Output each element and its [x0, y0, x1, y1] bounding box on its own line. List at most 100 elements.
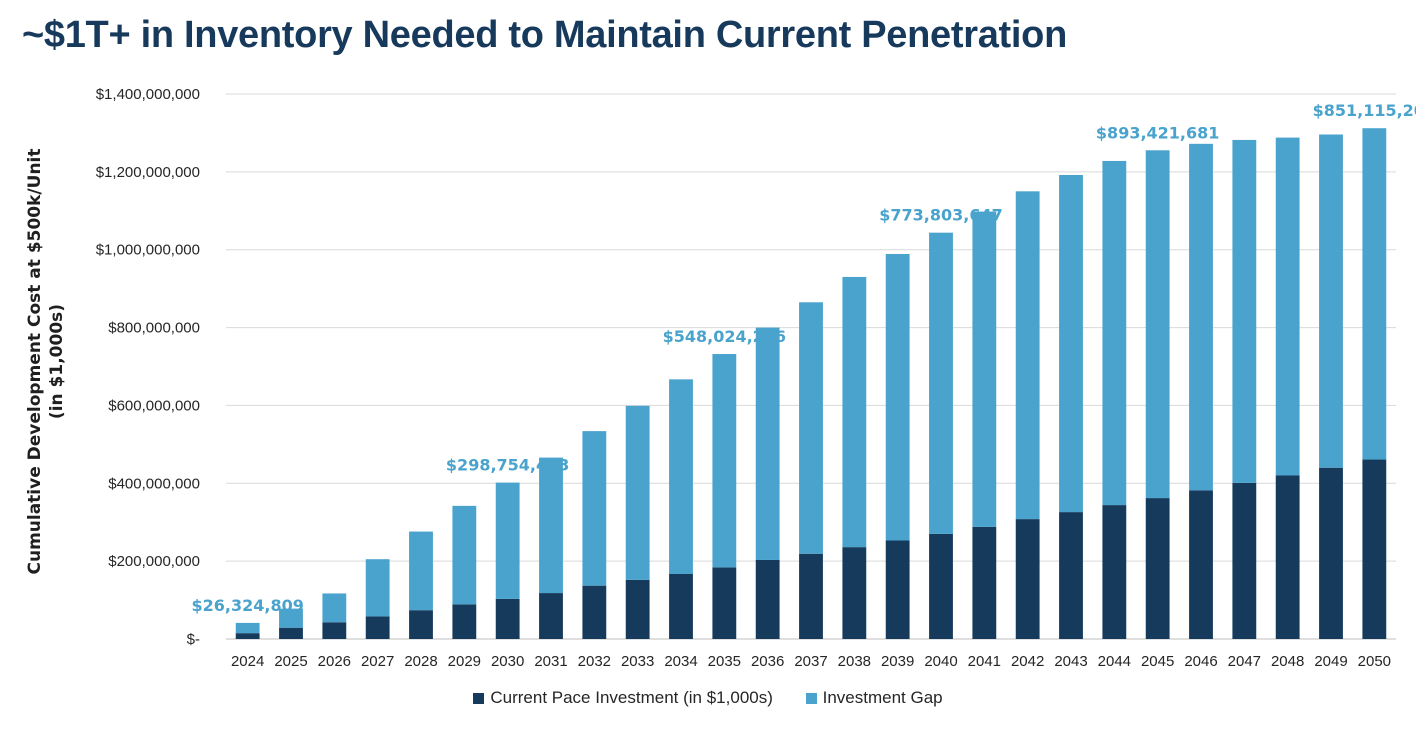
x-tick-label: 2040 — [924, 653, 957, 670]
bar-current-pace — [582, 585, 607, 639]
x-tick-label: 2038 — [838, 653, 871, 670]
data-label: $26,324,809 — [191, 596, 303, 615]
bar-current-pace — [1059, 512, 1083, 639]
y-tick-label: $800,000,000 — [108, 320, 200, 337]
x-tick-label: 2031 — [534, 653, 567, 670]
bar-investment-gap — [279, 608, 303, 628]
legend: Current Pace Investment (in $1,000s) Inv… — [0, 688, 1416, 709]
bar-investment-gap — [235, 622, 260, 634]
data-label: $298,754,483 — [446, 456, 569, 475]
data-label: $773,803,647 — [879, 206, 1002, 225]
bar-investment-gap — [842, 276, 867, 548]
y-tick-label: $1,000,000,000 — [96, 242, 200, 259]
x-tick-label: 2026 — [318, 653, 351, 670]
bar-investment-gap — [799, 302, 823, 554]
legend-item-current-pace: Current Pace Investment (in $1,000s) — [473, 688, 773, 708]
x-tick-label: 2042 — [1011, 653, 1044, 670]
y-tick-label: $600,000,000 — [108, 397, 200, 414]
y-tick-label: $- — [187, 631, 200, 648]
bar-current-pace — [712, 567, 737, 639]
bar-investment-gap — [365, 559, 390, 617]
legend-label-current-pace: Current Pace Investment (in $1,000s) — [490, 688, 773, 707]
x-tick-label: 2048 — [1271, 653, 1304, 670]
bar-current-pace — [539, 593, 563, 639]
x-tick-label: 2030 — [491, 653, 524, 670]
bar-current-pace — [1232, 482, 1257, 639]
x-tick-label: 2028 — [404, 653, 437, 670]
bar-investment-gap — [885, 253, 910, 541]
bar-current-pace — [452, 604, 477, 639]
data-labels: $26,324,809 $298,754,483 $548,024,216 $773,… — [191, 101, 1416, 615]
bars — [235, 128, 1387, 639]
bar-current-pace — [365, 616, 390, 639]
x-tick-label: 2046 — [1184, 653, 1217, 670]
bar-current-pace — [235, 633, 260, 639]
bar-investment-gap — [1015, 191, 1040, 520]
x-tick-label: 2033 — [621, 653, 654, 670]
x-tick-label: 2036 — [751, 653, 784, 670]
x-tick-label: 2045 — [1141, 653, 1174, 670]
bar-investment-gap — [972, 211, 997, 527]
bar-investment-gap — [929, 232, 953, 534]
y-tick-label: $1,400,000,000 — [96, 86, 200, 103]
x-axis-ticks: 2024 2025 2026 2027 2028 2029 2030 2031 2032 2033… — [231, 653, 1391, 670]
y-axis-ticks: $- $200,000,000 $400,000,000 $600,000,000 $8… — [96, 86, 200, 648]
legend-swatch-current-pace — [473, 692, 485, 704]
bar-investment-gap — [669, 379, 693, 574]
legend-item-investment-gap: Investment Gap — [805, 688, 943, 708]
x-tick-label: 2043 — [1054, 653, 1087, 670]
bar-investment-gap — [1145, 150, 1170, 499]
x-tick-label: 2049 — [1314, 653, 1347, 670]
bar-investment-gap — [452, 505, 477, 605]
x-tick-label: 2041 — [968, 653, 1001, 670]
y-tick-label: $1,200,000,000 — [96, 164, 200, 181]
bar-current-pace — [409, 610, 433, 639]
data-label: $893,421,681 — [1096, 123, 1219, 142]
bar-investment-gap — [1059, 174, 1083, 513]
chart-title: ~$1T+ in Inventory Needed to Maintain Cu… — [22, 14, 1067, 56]
x-tick-label: 2035 — [708, 653, 741, 670]
stacked-bar-chart: $- $200,000,000 $400,000,000 $600,000,000 $8… — [25, 86, 1416, 670]
x-tick-label: 2029 — [448, 653, 481, 670]
y-axis-label-line: (in $1,000s) — [47, 304, 67, 419]
bar-investment-gap — [582, 431, 607, 586]
legend-swatch-investment-gap — [805, 692, 817, 704]
bar-current-pace — [799, 553, 823, 639]
x-tick-label: 2034 — [664, 653, 697, 670]
bar-current-pace — [669, 573, 693, 639]
bar-current-pace — [1145, 498, 1170, 639]
data-label: $548,024,216 — [663, 327, 786, 346]
bar-current-pace — [1319, 467, 1343, 639]
bar-current-pace — [842, 547, 867, 639]
bar-current-pace — [755, 559, 780, 639]
data-label: $851,115,200 — [1313, 101, 1416, 120]
bar-investment-gap — [755, 327, 780, 560]
bar-current-pace — [1362, 459, 1387, 639]
x-tick-label: 2044 — [1098, 653, 1131, 670]
bar-current-pace — [495, 598, 520, 639]
bar-current-pace — [279, 627, 303, 639]
x-tick-label: 2032 — [578, 653, 611, 670]
x-tick-label: 2024 — [231, 653, 264, 670]
x-tick-label: 2037 — [794, 653, 827, 670]
bar-investment-gap — [322, 593, 347, 623]
bar-current-pace — [1102, 505, 1127, 639]
x-tick-label: 2027 — [361, 653, 394, 670]
bar-investment-gap — [1102, 160, 1127, 506]
y-tick-label: $200,000,000 — [108, 553, 200, 570]
legend-label-investment-gap: Investment Gap — [822, 688, 943, 707]
bar-investment-gap — [1275, 137, 1300, 476]
bar-investment-gap — [409, 531, 433, 611]
y-axis-label: Cumulative Development Cost at $500k/Uni… — [25, 148, 67, 574]
bar-investment-gap — [1232, 139, 1257, 483]
x-tick-label: 2047 — [1228, 653, 1261, 670]
bar-current-pace — [885, 540, 910, 639]
bar-current-pace — [1275, 475, 1300, 639]
bar-current-pace — [1015, 519, 1040, 639]
bar-current-pace — [1189, 490, 1213, 639]
bar-current-pace — [929, 533, 953, 639]
bar-current-pace — [972, 526, 997, 639]
y-tick-label: $400,000,000 — [108, 475, 200, 492]
bar-investment-gap — [1362, 128, 1387, 460]
bar-investment-gap — [495, 482, 520, 599]
